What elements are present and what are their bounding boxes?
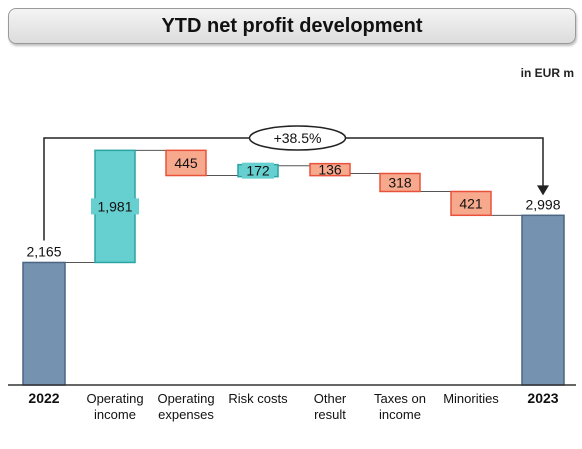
bar-6 (450, 190, 492, 217)
bar-5 (379, 172, 421, 193)
category-label-5: Taxes on income (374, 391, 426, 422)
data-label-4: 136 (318, 162, 342, 178)
bar-7 (521, 214, 565, 386)
unit-label: in EUR m (520, 66, 574, 80)
category-label-3: Risk costs (228, 391, 288, 406)
change-label: +38.5% (274, 130, 322, 146)
category-label-2: Operating expenses (157, 391, 214, 422)
data-label-5: 318 (388, 174, 412, 190)
bar-2 (165, 149, 207, 177)
bar-0 (22, 261, 66, 386)
change-arrow-head (537, 185, 549, 196)
data-label-6: 421 (459, 195, 483, 211)
category-label-4: Other result (314, 391, 347, 422)
data-label-bg-3 (242, 162, 274, 179)
data-label-bg-1 (91, 198, 139, 215)
data-label-0: 2,165 (26, 243, 61, 259)
category-label-0: 2022 (28, 390, 59, 406)
bar-4 (309, 162, 351, 177)
category-label-6: Minorities (443, 391, 499, 406)
category-label-1: Operating income (86, 391, 143, 422)
data-label-3: 172 (246, 163, 270, 179)
chart-title: YTD net profit development (8, 8, 576, 44)
change-ellipse (248, 125, 347, 151)
data-label-1: 1,981 (97, 198, 132, 214)
category-label-7: 2023 (527, 390, 558, 406)
data-label-2: 445 (174, 155, 198, 171)
data-label-7: 2,998 (525, 196, 560, 212)
